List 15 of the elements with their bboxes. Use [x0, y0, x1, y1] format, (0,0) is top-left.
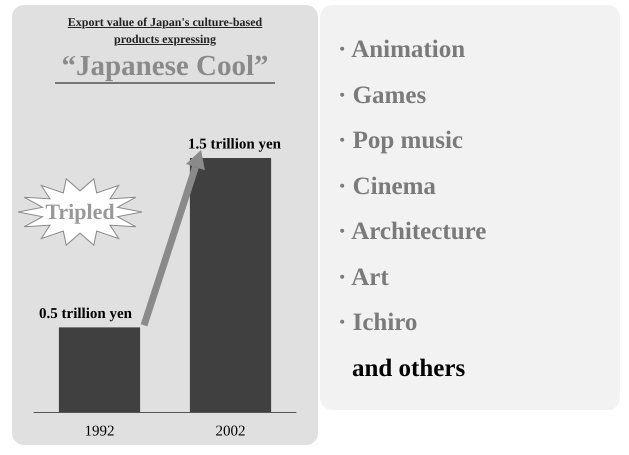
text: · Animation	[338, 35, 466, 65]
text: and others	[351, 354, 466, 384]
annotation: Tripled	[44, 198, 116, 226]
data-label: 0.5 trillion yen	[39, 306, 133, 322]
text: · Cinema	[338, 172, 437, 202]
text: · Architecture	[338, 217, 486, 247]
x-tick-label: 1992	[84, 424, 114, 440]
chart-subtitle: “Japanese Cool”	[55, 50, 275, 84]
data-label: 1.5 trillion yen	[188, 136, 282, 152]
x-tick-label: 2002	[216, 424, 246, 440]
text: · Ichiro	[338, 308, 418, 338]
chart-title: Export value of Japan's culture-based products expressing	[66, 14, 264, 48]
text: · Art	[338, 262, 390, 292]
text: · Games	[338, 80, 428, 110]
text: · Pop music	[338, 126, 464, 156]
